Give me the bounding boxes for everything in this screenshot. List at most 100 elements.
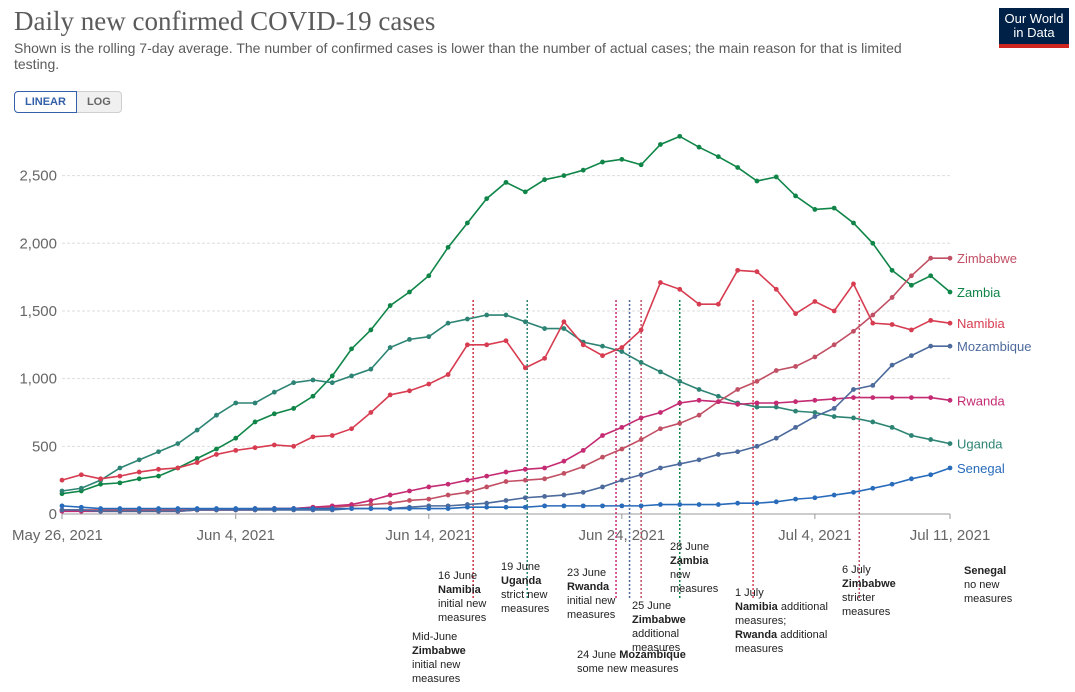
data-point-zambia	[638, 162, 644, 168]
data-point-senegal	[368, 506, 374, 511]
linear-button[interactable]: LINEAR	[14, 91, 77, 113]
data-point-namibia	[812, 299, 818, 304]
annotation-text-2: additional measures	[735, 629, 828, 655]
scale-toggle: LINEAR LOG	[14, 91, 122, 113]
data-point-zambia	[580, 167, 586, 173]
data-point-zambia	[522, 189, 528, 195]
data-point-zimbabwe	[908, 273, 914, 279]
legend-label-senegal: Senegal	[957, 461, 1005, 476]
data-point-rwanda	[580, 447, 586, 453]
data-point-namibia	[851, 281, 856, 287]
data-point-uganda	[426, 334, 432, 340]
annotation-mid-june-zimbabwe: Mid-June Zimbabwe initial new measures	[412, 630, 492, 686]
data-point-namibia	[194, 460, 200, 465]
data-point-zambia	[947, 289, 953, 295]
data-point-uganda	[773, 404, 779, 410]
data-point-namibia	[754, 269, 760, 275]
data-point-namibia	[677, 286, 683, 292]
data-point-uganda	[947, 441, 953, 447]
data-point-senegal	[677, 502, 683, 507]
data-point-namibia	[78, 472, 84, 478]
data-point-zambia	[445, 244, 451, 250]
data-point-zambia	[387, 303, 393, 308]
data-point-namibia	[793, 311, 798, 317]
data-point-zimbabwe	[600, 454, 605, 460]
data-point-uganda	[387, 345, 393, 350]
data-point-uganda	[696, 387, 702, 392]
data-point-zimbabwe	[947, 255, 953, 261]
data-point-zambia	[349, 346, 354, 352]
data-point-senegal	[426, 506, 432, 511]
log-button[interactable]: LOG	[76, 91, 122, 113]
data-point-zimbabwe	[503, 479, 509, 484]
data-point-uganda	[214, 412, 219, 418]
data-point-namibia	[870, 320, 876, 326]
data-point-uganda	[252, 400, 258, 406]
data-point-zimbabwe	[368, 502, 374, 507]
annotation-date: 19 June	[501, 561, 541, 573]
data-point-zimbabwe	[812, 354, 818, 360]
data-point-zimbabwe	[735, 387, 741, 392]
legend-label-zimbabwe: Zimbabwe	[957, 251, 1017, 266]
data-point-rwanda	[387, 492, 393, 498]
data-point-rwanda	[484, 473, 490, 479]
annotation-16-june-namibia: 16 June Namibia initial new measures	[438, 569, 498, 625]
data-point-uganda	[156, 449, 161, 455]
data-point-zambia	[464, 220, 470, 226]
data-point-zambia	[252, 419, 258, 425]
y-tick-label: 1,000	[19, 371, 57, 388]
data-point-zambia	[136, 476, 142, 482]
annotation-country: Senegal	[964, 565, 1007, 577]
data-point-mozambique	[522, 495, 528, 501]
data-point-zambia	[851, 220, 856, 226]
data-point-uganda	[503, 312, 509, 318]
data-point-uganda	[831, 414, 837, 419]
data-point-zimbabwe	[522, 477, 528, 483]
data-point-zambia	[908, 282, 914, 288]
logo-line-1: Our World	[1004, 11, 1064, 26]
data-point-senegal	[638, 503, 644, 509]
annotation-senegal: Senegal no new measures	[964, 564, 1024, 606]
data-point-zimbabwe	[870, 312, 876, 318]
data-point-zimbabwe	[407, 498, 412, 503]
annotation-text: strict new measures	[501, 589, 550, 615]
data-point-zimbabwe	[542, 476, 548, 482]
data-point-uganda	[658, 369, 663, 375]
data-point-rwanda	[908, 395, 914, 400]
data-point-senegal	[291, 506, 297, 511]
data-point-namibia	[387, 392, 393, 398]
data-point-uganda	[870, 419, 876, 425]
data-point-mozambique	[484, 500, 490, 506]
owid-logo[interactable]: Our World in Data	[999, 8, 1069, 48]
y-tick-label: 2,000	[19, 235, 57, 252]
data-point-zambia	[542, 177, 548, 183]
annotation-date: 23 June	[567, 567, 607, 579]
data-point-senegal	[831, 492, 837, 498]
page-subtitle: Shown is the rolling 7-day average. The …	[14, 40, 902, 72]
data-point-namibia	[908, 327, 914, 333]
data-point-senegal	[214, 506, 219, 511]
data-point-namibia	[98, 476, 104, 482]
data-point-zimbabwe	[426, 496, 432, 502]
annotation-28-june-zambia: 28 June Zambia new measures	[670, 540, 725, 596]
data-point-namibia	[715, 301, 721, 307]
data-point-namibia	[735, 267, 741, 273]
data-point-uganda	[136, 457, 142, 463]
data-point-mozambique	[870, 383, 876, 388]
data-point-mozambique	[928, 343, 934, 349]
data-point-senegal	[407, 506, 412, 511]
data-point-namibia	[522, 365, 528, 371]
data-point-namibia	[947, 320, 953, 326]
data-point-senegal	[59, 503, 65, 509]
data-point-zambia	[156, 473, 161, 479]
data-point-senegal	[252, 506, 258, 511]
annotation-text: no new measures	[964, 579, 1013, 605]
data-point-mozambique	[851, 387, 856, 392]
data-point-zimbabwe	[677, 420, 683, 426]
data-point-mozambique	[600, 484, 605, 490]
data-point-rwanda	[947, 397, 953, 403]
legend-label-rwanda: Rwanda	[957, 393, 1005, 408]
data-point-senegal	[715, 502, 721, 507]
annotation-country: Namibia	[438, 584, 481, 596]
data-point-namibia	[638, 327, 644, 333]
